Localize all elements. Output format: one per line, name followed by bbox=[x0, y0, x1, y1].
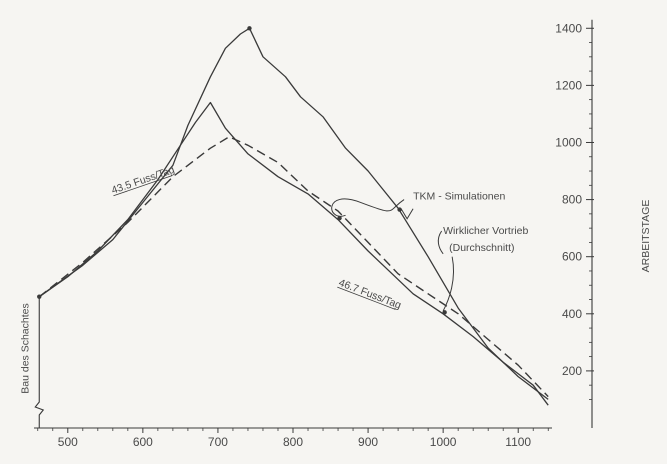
data-point-marker-3 bbox=[337, 215, 342, 221]
x-tick-label-500: 500 bbox=[58, 435, 78, 449]
y-tick-label-600: 600 bbox=[562, 250, 582, 264]
series-line-2 bbox=[38, 101, 549, 406]
series-line-1 bbox=[38, 27, 549, 400]
leader-curve-vortrieb bbox=[442, 256, 454, 312]
leader-bracket-vortrieb bbox=[437, 230, 444, 255]
x-tick-label-700: 700 bbox=[208, 435, 228, 449]
rate-label-2: 46.7 Fuss/Tag bbox=[337, 277, 403, 312]
y-tick-label-1200: 1200 bbox=[555, 78, 582, 92]
rate-underline-2 bbox=[337, 286, 396, 310]
tkm-label: TKM - Simulationen bbox=[413, 191, 505, 203]
leader-curve-tkm bbox=[331, 198, 405, 217]
y-tick-label-800: 800 bbox=[562, 193, 582, 207]
rate-label-1: 43.5 Fuss/Tag bbox=[110, 164, 176, 197]
y-tick-label-1000: 1000 bbox=[555, 135, 582, 149]
data-point-marker-1 bbox=[37, 294, 42, 299]
start-vertical-line bbox=[34, 296, 45, 428]
y-tick-label-400: 400 bbox=[562, 307, 582, 321]
series-line-3 bbox=[38, 136, 549, 398]
durchschnitt-label: (Durchschnitt) bbox=[449, 242, 514, 254]
rate-underline-1 bbox=[113, 175, 173, 197]
data-point-marker-5 bbox=[442, 310, 447, 315]
y-axis-label: ARBEITSTAGE bbox=[640, 200, 652, 273]
y-tick-label-200: 200 bbox=[562, 364, 582, 378]
shaft-label: Bau des Schachtes bbox=[20, 303, 32, 393]
x-tick-label-900: 900 bbox=[358, 435, 378, 449]
tkm-arrow-mark bbox=[400, 208, 414, 220]
data-point-marker-4 bbox=[397, 207, 402, 212]
x-tick-label-800: 800 bbox=[283, 435, 303, 449]
y-tick-label-1400: 1400 bbox=[555, 21, 582, 35]
data-point-marker-2 bbox=[247, 26, 252, 31]
x-tick-label-600: 600 bbox=[133, 435, 153, 449]
x-tick-label-1000: 1000 bbox=[430, 435, 457, 449]
x-tick-label-1100: 1100 bbox=[505, 435, 531, 449]
vortrieb-label: Wirklicher Vortrieb bbox=[443, 225, 528, 237]
